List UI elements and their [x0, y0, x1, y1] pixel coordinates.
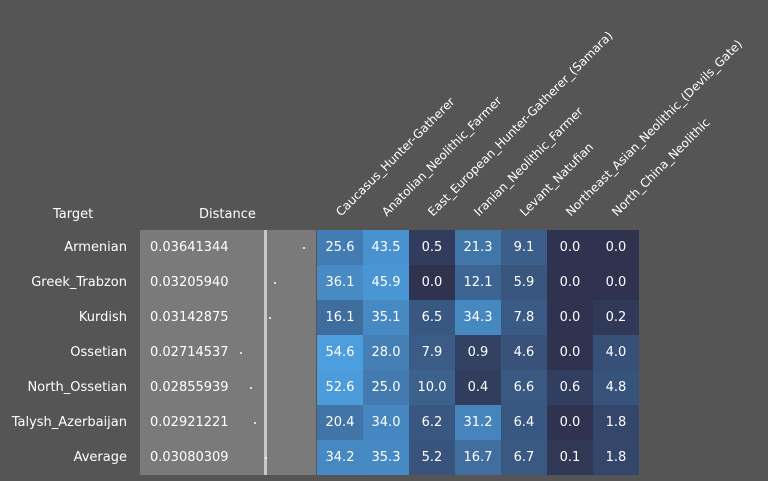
heatmap-cell: 34.3 [455, 300, 501, 335]
row-target-label: Average [73, 450, 127, 465]
row-target-label: North_Ossetian [27, 380, 127, 395]
distance-dot [249, 387, 252, 389]
heatmap-cell: 5.2 [409, 440, 455, 475]
distance-dot [265, 457, 268, 459]
row-target-label: Kurdish [78, 310, 127, 325]
heatmap-cell: 34.0 [363, 405, 409, 440]
heatmap-cell: 35.1 [363, 300, 409, 335]
heatmap-cell: 0.9 [455, 335, 501, 370]
heatmap-cell: 4.8 [593, 370, 639, 405]
heatmap-cell: 6.4 [501, 405, 547, 440]
heatmap-cell: 36.1 [317, 265, 363, 300]
heatmap-cell: 5.9 [501, 265, 547, 300]
heatmap-cell: 9.1 [501, 230, 547, 265]
row-distance-value: 0.02855939 [150, 380, 229, 395]
heatmap-cell: 1.8 [593, 440, 639, 475]
row-distance-value: 0.02714537 [150, 345, 229, 360]
heatmap-cell: 7.8 [501, 300, 547, 335]
heatmap-cell: 21.3 [455, 230, 501, 265]
distance-dot [302, 247, 305, 249]
heatmap-cell: 4.6 [501, 335, 547, 370]
heatmap-cell: 0.1 [547, 440, 593, 475]
row-distance-value: 0.02921221 [150, 415, 229, 430]
heatmap-cell: 4.0 [593, 335, 639, 370]
column-header: Northeast_Asian_Neolithic_(Devils_Gate) [563, 37, 746, 219]
heatmap-cell: 34.2 [317, 440, 363, 475]
distance-panel [140, 230, 316, 475]
heatmap-cell: 12.1 [455, 265, 501, 300]
heatmap-cell: 0.4 [455, 370, 501, 405]
distance-dot [254, 422, 257, 424]
heatmap-cell: 25.0 [363, 370, 409, 405]
heatmap-cell: 6.6 [501, 370, 547, 405]
heatmap-cell: 6.5 [409, 300, 455, 335]
heatmap-cell: 6.7 [501, 440, 547, 475]
row-distance-value: 0.03080309 [150, 450, 229, 465]
heatmap-cell: 45.9 [363, 265, 409, 300]
distance-dot [240, 352, 243, 354]
heatmap-cell: 0.0 [547, 230, 593, 265]
distance-dot [269, 317, 272, 319]
row-distance-value: 0.03142875 [150, 310, 229, 325]
heatmap-cell: 0.0 [593, 230, 639, 265]
heatmap-cell: 16.7 [455, 440, 501, 475]
heatmap-cell: 0.0 [547, 335, 593, 370]
heatmap-cell: 0.0 [409, 265, 455, 300]
row-distance-value: 0.03205940 [150, 275, 229, 290]
heatmap-cell: 1.8 [593, 405, 639, 440]
row-target-label: Greek_Trabzon [31, 275, 127, 290]
row-distance-value: 0.03641344 [150, 240, 229, 255]
heatmap-cell: 54.6 [317, 335, 363, 370]
heatmap-cell: 7.9 [409, 335, 455, 370]
heatmap-cell: 0.5 [409, 230, 455, 265]
heatmap-cell: 28.0 [363, 335, 409, 370]
heatmap-cell: 52.6 [317, 370, 363, 405]
target-header: Target [53, 207, 94, 222]
heatmap-cell: 20.4 [317, 405, 363, 440]
heatmap-cell: 43.5 [363, 230, 409, 265]
heatmap-cell: 31.2 [455, 405, 501, 440]
distance-baseline [264, 230, 267, 475]
heatmap-cell: 6.2 [409, 405, 455, 440]
heatmap-cell: 16.1 [317, 300, 363, 335]
row-target-label: Talysh_Azerbaijan [11, 415, 127, 430]
heatmap-cell: 0.0 [593, 265, 639, 300]
heatmap-cell: 0.6 [547, 370, 593, 405]
heatmap-cell: 0.0 [547, 265, 593, 300]
heatmap-cell: 0.0 [547, 405, 593, 440]
distance-dot [273, 282, 276, 284]
heatmap-cell: 35.3 [363, 440, 409, 475]
heatmap-cell: 25.6 [317, 230, 363, 265]
heatmap-cell: 0.0 [547, 300, 593, 335]
heatmap-cell: 0.2 [593, 300, 639, 335]
row-target-label: Armenian [64, 240, 127, 255]
heatmap-cell: 10.0 [409, 370, 455, 405]
distance-header: Distance [199, 207, 256, 222]
row-target-label: Ossetian [70, 345, 127, 360]
